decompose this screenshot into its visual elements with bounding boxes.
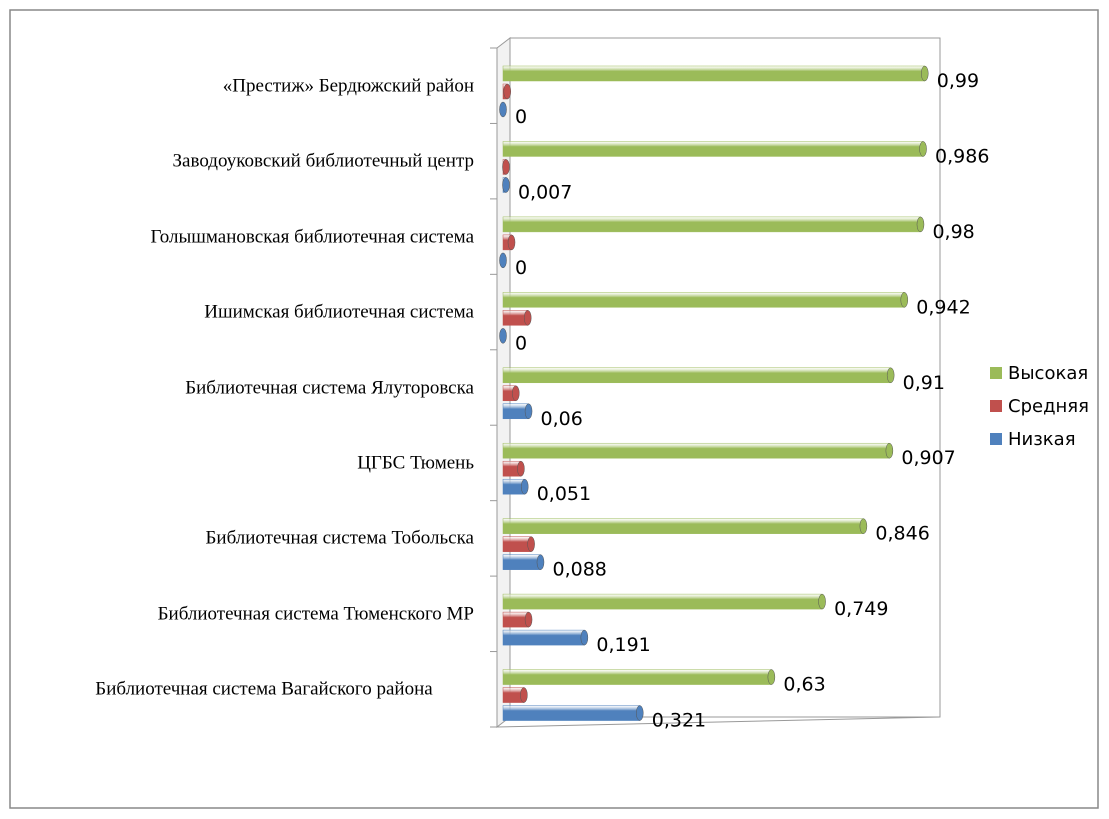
bar-cap [502, 177, 510, 193]
data-label: 0,051 [537, 483, 591, 505]
category-label: Заводоуковский библиотечный центр [172, 150, 474, 172]
bar-cap [524, 611, 533, 628]
bar [502, 65, 925, 82]
bar-cap [859, 518, 868, 534]
bar [502, 442, 890, 459]
bar-cap [818, 593, 826, 610]
data-label: 0,007 [518, 181, 572, 203]
bar-cap [502, 159, 510, 175]
category-label: Библиотечная система Ялуторовска [185, 377, 474, 398]
bar-cap [520, 687, 528, 703]
bar-cap [499, 252, 507, 269]
legend-swatch [990, 400, 1002, 412]
bar [502, 367, 891, 384]
data-label: 0,846 [875, 523, 929, 545]
data-label: 0 [515, 332, 527, 354]
data-label: 0,99 [937, 70, 979, 92]
bar [502, 292, 905, 308]
data-label: 0 [515, 106, 527, 128]
bar [502, 518, 864, 534]
category-label: Библиотечная система Вагайского района [95, 678, 433, 700]
bar-cap [499, 101, 507, 118]
category-label: Библиотечная система Тюменского МР [157, 603, 474, 625]
bar-cap [503, 83, 512, 100]
data-label: 0,986 [935, 145, 989, 167]
category-label: Библиотечная система Тобольска [205, 527, 474, 549]
bar-cap [527, 536, 535, 552]
bar-cap [920, 65, 929, 82]
category-label: Ишимская библиотечная система [204, 301, 474, 323]
bar-cap [523, 310, 532, 326]
bar-cap [767, 669, 776, 685]
bar-cap [499, 328, 507, 344]
category-label: «Престиж» Бердюжский район [222, 75, 474, 97]
category-label: ЦГБС Тюмень [357, 452, 474, 474]
data-label: 0,63 [783, 674, 825, 696]
bar [502, 403, 529, 420]
bar-cap [885, 442, 894, 459]
legend-label: Средняя [1008, 396, 1089, 417]
legend-label: Низкая [1008, 429, 1076, 450]
bar-cap [517, 460, 525, 477]
bar [502, 705, 640, 721]
chart-border [9, 9, 1099, 809]
data-label: 0,191 [596, 634, 650, 656]
bar-cap [512, 385, 520, 402]
bar [502, 554, 541, 570]
bar-cap [916, 216, 925, 233]
data-label: 0,942 [916, 296, 970, 318]
plot-floor [496, 716, 941, 728]
bar [502, 629, 585, 646]
data-label: 0,98 [932, 221, 974, 243]
bar [502, 611, 529, 628]
legend-swatch [990, 367, 1002, 379]
bar-cap [635, 705, 644, 721]
bar-cap [580, 629, 589, 646]
legend-label: Высокая [1008, 363, 1088, 384]
data-label: 0 [515, 257, 527, 279]
bar-cap [900, 292, 909, 308]
bar-cap [919, 141, 927, 157]
bar-cap [520, 478, 529, 495]
data-label: 0,321 [652, 710, 706, 732]
bar [502, 141, 924, 157]
legend-swatch [990, 433, 1002, 445]
bar [502, 536, 532, 552]
data-label: 0,06 [541, 408, 583, 430]
data-label: 0,91 [903, 372, 945, 394]
bar [502, 593, 823, 610]
bar-cap [507, 234, 516, 251]
bar [502, 669, 772, 685]
bar-cap [886, 367, 895, 384]
bar-cap [536, 554, 545, 570]
data-label: 0,749 [834, 598, 888, 620]
data-label: 0,907 [901, 447, 955, 469]
data-label: 0,088 [552, 559, 606, 581]
bar-cap [524, 403, 533, 420]
bar [502, 216, 921, 233]
category-label: Голышмановская библиотечная система [150, 226, 474, 248]
